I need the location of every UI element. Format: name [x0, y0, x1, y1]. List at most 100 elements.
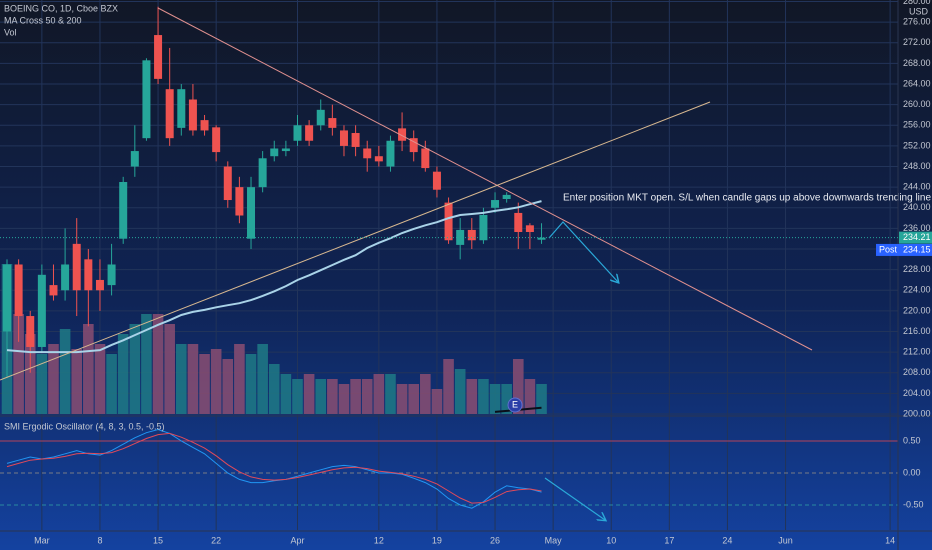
volume-bar — [536, 384, 547, 414]
candle-body — [3, 264, 11, 332]
volume-bar — [361, 379, 373, 414]
candle-body — [247, 187, 256, 239]
x-tick-label: 17 — [664, 535, 674, 545]
candle-body — [456, 229, 465, 245]
candle-body — [328, 118, 337, 128]
x-tick-label: Mar — [34, 535, 50, 545]
y-tick-label: 204.00 — [903, 388, 931, 398]
candle-body — [119, 181, 128, 239]
volume-bar — [373, 374, 385, 414]
volume-bar — [431, 389, 443, 414]
volume-bar — [129, 324, 141, 414]
moving-average — [6, 200, 542, 354]
y-tick-label: 280.00 — [903, 0, 931, 6]
candle-body — [61, 264, 70, 291]
y-tick-label: 244.00 — [903, 182, 931, 192]
earnings-marker — [507, 397, 523, 413]
candle-body — [235, 187, 244, 216]
volume-bar — [187, 344, 199, 414]
forecast-arrow — [548, 221, 618, 282]
y-tick-label: 252.00 — [903, 140, 931, 150]
candle-body — [432, 171, 441, 190]
price-layer — [3, 6, 546, 509]
volume-bar — [396, 384, 408, 414]
volume-bar — [257, 344, 268, 414]
annotation: Enter position MKT open. S/L when candle… — [563, 193, 931, 204]
volume-bar — [59, 329, 71, 414]
candle-body — [26, 316, 35, 347]
oscillator-arrow — [544, 477, 605, 520]
volume-bar — [48, 344, 59, 414]
volume-bar — [408, 384, 419, 414]
y-tick-label: 200.00 — [903, 408, 931, 418]
y-tick-label: 272.00 — [903, 37, 931, 47]
y-tick-label: 208.00 — [903, 367, 931, 377]
candle-body — [537, 237, 546, 240]
volume-bar — [292, 379, 303, 414]
candle-body — [188, 99, 197, 131]
volume-bar — [489, 384, 501, 414]
volume-bar — [117, 334, 129, 414]
volume-bar — [36, 354, 48, 414]
post-price-box — [876, 243, 932, 256]
oscillator-line — [6, 432, 542, 504]
y-tick-label: 268.00 — [903, 58, 931, 68]
volume-bar — [199, 354, 210, 414]
candle-body — [409, 138, 418, 153]
volume-bar — [454, 369, 466, 414]
candle-body — [281, 148, 290, 152]
y-tick-label: 224.00 — [903, 285, 931, 295]
volume-bar — [303, 374, 315, 414]
volume-bar — [268, 364, 280, 414]
volume-bar — [71, 349, 83, 414]
candle-body — [142, 60, 151, 139]
drawings — [0, 7, 813, 520]
volume-bar — [24, 334, 36, 414]
x-tick-label: 24 — [722, 535, 732, 545]
x-tick-label: 22 — [211, 535, 221, 545]
volume-bar — [327, 379, 338, 414]
volume-bar — [176, 344, 187, 414]
candle-body — [467, 229, 476, 241]
volume-bar — [338, 384, 350, 414]
volume-bar — [106, 354, 117, 414]
y-tick-label: 264.00 — [903, 78, 931, 88]
candle-body — [37, 274, 46, 347]
y-tick-label: 220.00 — [903, 305, 931, 315]
volume-bar — [501, 384, 512, 414]
volume-bar — [420, 374, 431, 414]
post-price-label: 234.15 — [903, 244, 931, 254]
chart-title: BOEING CO, 1D, Cboe BZX — [4, 3, 118, 13]
y-tick-label: 240.00 — [903, 202, 931, 212]
candle-body — [514, 212, 523, 233]
candle-body — [72, 243, 81, 291]
volume-bar — [478, 379, 489, 414]
candle-body — [212, 127, 221, 153]
y-tick-label: 236.00 — [903, 223, 931, 233]
candle-body — [386, 140, 395, 167]
volume-bar — [245, 354, 257, 414]
y-tick-label: 276.00 — [903, 17, 931, 27]
y-tick-label: 0.50 — [903, 435, 921, 445]
candle-body — [293, 125, 302, 141]
x-tick-label: 12 — [374, 535, 384, 545]
candle-body — [316, 109, 325, 126]
x-tick-label: Apr — [290, 535, 304, 545]
x-tick-label: 8 — [97, 535, 102, 545]
candle-body — [479, 214, 488, 241]
y-tick-label: 0.00 — [903, 467, 921, 477]
candle-body — [14, 264, 23, 317]
x-tick-label: 15 — [153, 535, 163, 545]
candle-body — [49, 285, 58, 296]
candle-body — [200, 120, 209, 131]
last-price-label: 234.21 — [903, 232, 931, 242]
candle-body — [305, 125, 314, 141]
candle-body — [95, 279, 104, 291]
candle-body — [525, 225, 534, 233]
earnings-label: E — [512, 399, 518, 409]
indicator-label: MA Cross 50 & 200 — [4, 15, 82, 25]
y-tick-label: 228.00 — [903, 264, 931, 274]
volume-bar — [350, 379, 361, 414]
candle-body — [398, 128, 407, 141]
volume-bar — [141, 314, 152, 414]
